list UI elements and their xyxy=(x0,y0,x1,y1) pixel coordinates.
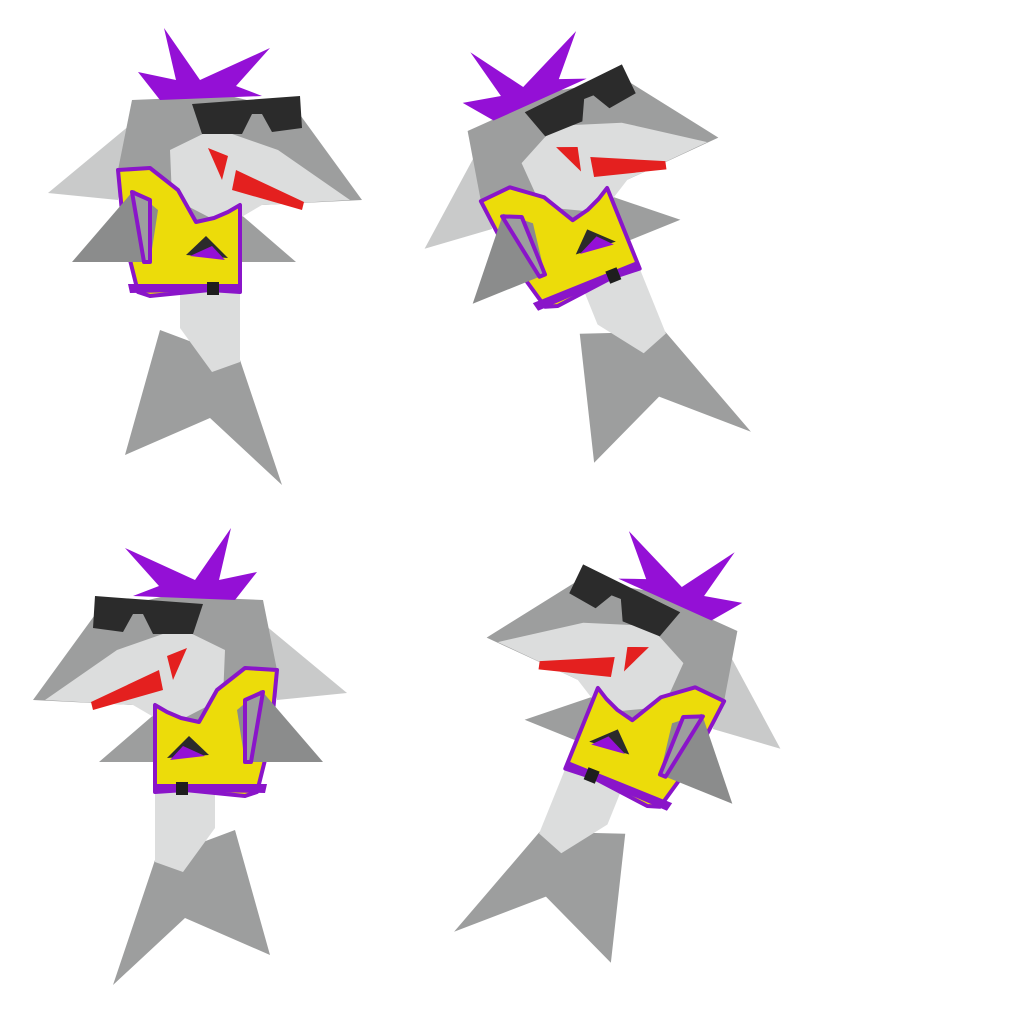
shark-frame-3 xyxy=(31,526,349,987)
shark-frame-1 xyxy=(46,26,364,487)
shark-frame-2 xyxy=(360,0,828,522)
shark-frame-4 xyxy=(377,476,845,1022)
